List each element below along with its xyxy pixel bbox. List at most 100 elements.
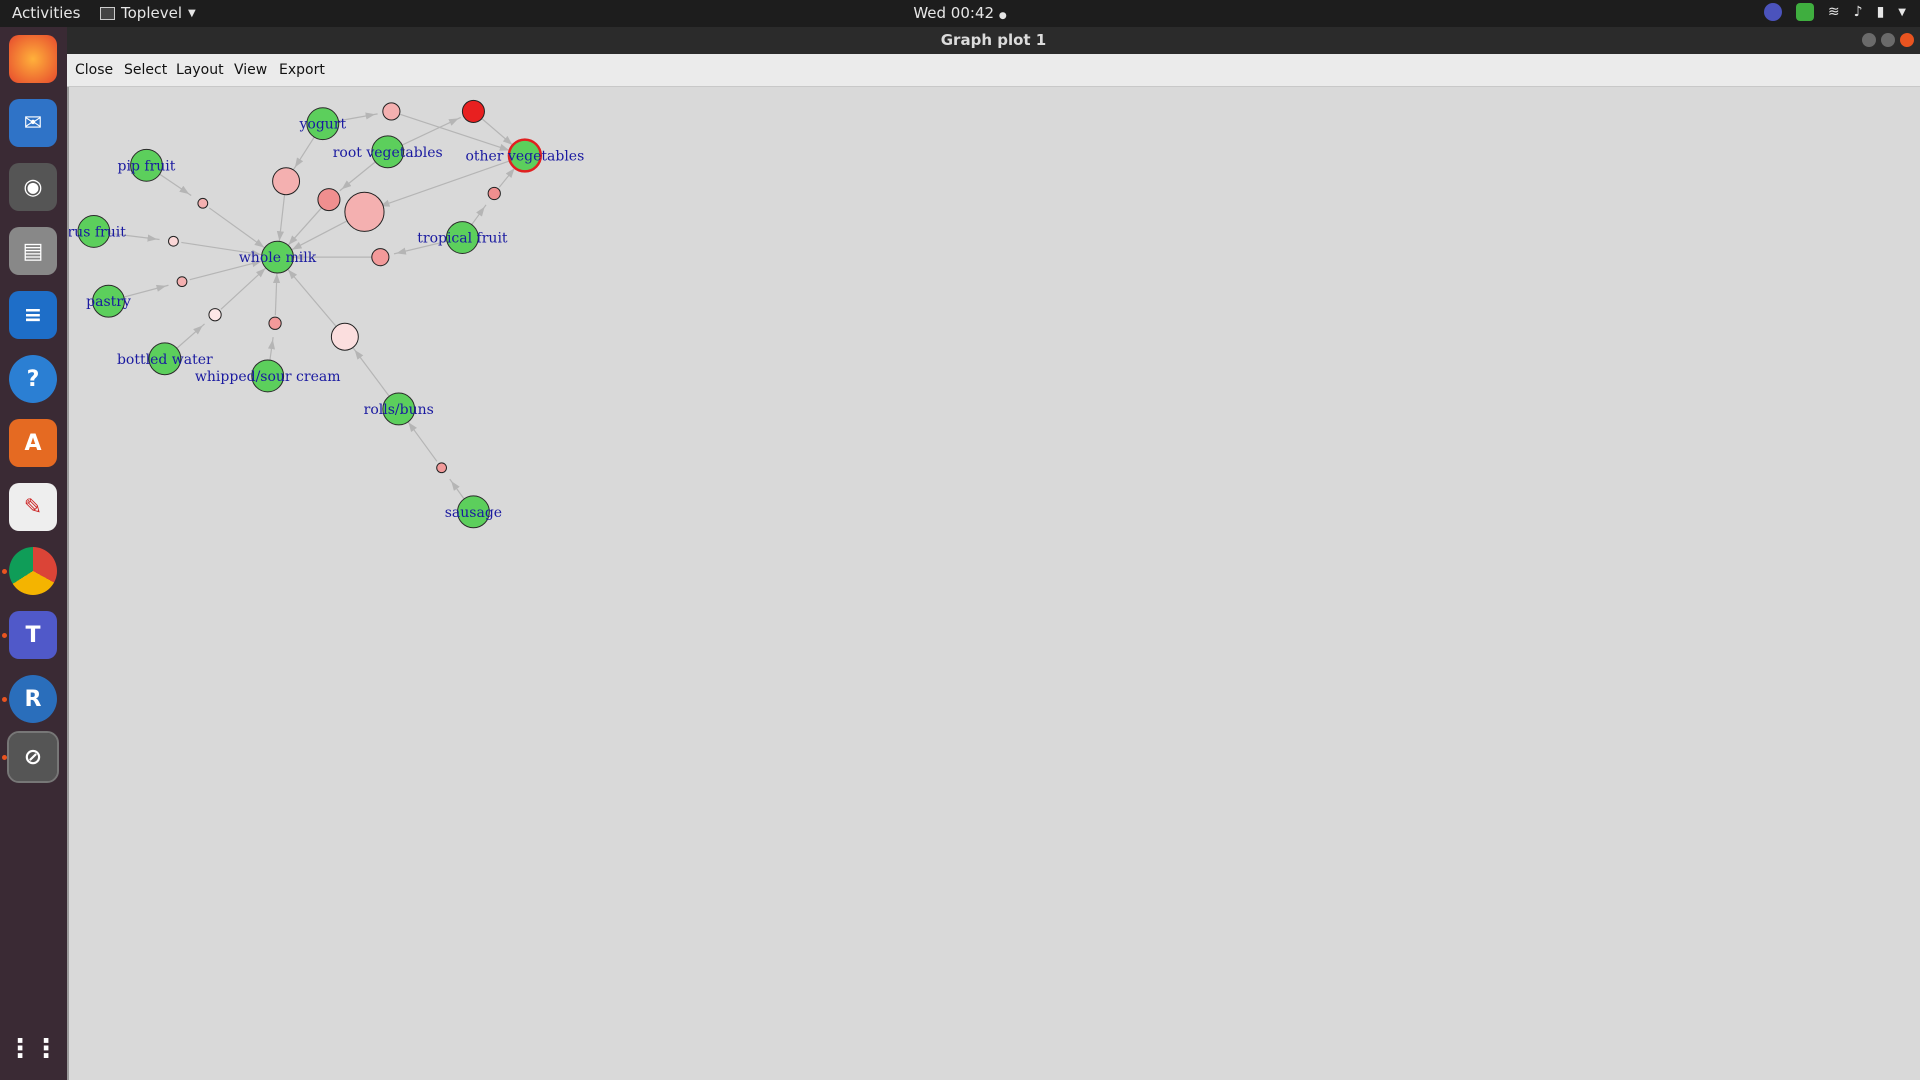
item-node[interactable] [445,221,479,254]
rule-node[interactable] [208,308,222,322]
graph-edge[interactable] [272,271,281,316]
help-icon[interactable]: ? [9,355,57,403]
item-label[interactable]: rolls/buns [364,402,434,418]
graph-edge[interactable] [393,238,455,255]
item-label[interactable]: sausage [445,505,502,521]
volume-icon[interactable]: ♪ [1853,4,1863,20]
graph-plot[interactable]: yogurt root vegetables other vegetables pip… [69,87,1920,1080]
graph-edge[interactable] [498,166,517,188]
item-node[interactable] [382,392,416,426]
running-indicator [2,755,7,760]
chevron-down-icon[interactable]: ▼ [1898,6,1906,18]
document-viewer-icon[interactable]: ✎ [9,483,57,531]
graph-edge[interactable] [189,260,265,281]
graph-edge[interactable] [116,284,169,300]
item-node[interactable] [77,215,111,248]
item-label[interactable]: yogurt [298,117,346,133]
graph-edge[interactable] [208,207,267,250]
close-window-button[interactable] [1900,33,1914,47]
rhythmbox-icon[interactable]: ◉ [9,163,57,211]
chrome-icon[interactable] [9,547,57,595]
menu-bar: Close Select Layout View Export [67,54,1920,87]
top-bar: Activities Toplevel ▼ Wed 00:42 ● ≋ ♪ ▮ … [0,0,1920,27]
item-label[interactable]: tropical fruit [417,231,508,247]
item-node[interactable] [507,138,543,173]
item-label[interactable]: bottled water [117,352,213,368]
graph-edge[interactable] [479,116,515,147]
rule-node[interactable] [371,248,390,267]
chevron-down-icon: ▼ [187,7,196,19]
item-node[interactable] [148,342,182,376]
files-icon[interactable]: ▤ [9,227,57,275]
graph-window-icon[interactable]: ⊘ [7,731,59,783]
menu-close[interactable]: Close [75,62,114,78]
item-label[interactable]: whipped/sour cream [195,369,341,385]
activities-button[interactable]: Activities [12,4,81,22]
graph-edge[interactable] [339,156,382,192]
rule-node[interactable] [461,99,485,123]
graph-edge[interactable] [352,347,395,403]
clock[interactable]: Wed 00:42 [913,4,995,22]
item-label[interactable]: root vegetables [333,145,443,161]
rule-node[interactable] [197,197,209,209]
battery-icon[interactable]: ▮ [1876,4,1885,20]
menu-view[interactable]: View [234,62,268,78]
minimize-button[interactable] [1862,33,1876,47]
menu-export[interactable]: Export [279,62,325,78]
r-icon[interactable]: R [9,675,57,723]
app-menu[interactable]: Toplevel ▼ [100,4,196,22]
graph-edge[interactable] [276,189,286,244]
graph-edge[interactable] [406,419,438,462]
item-label[interactable]: other vegetables [465,149,584,165]
item-node[interactable] [371,135,405,169]
item-node[interactable] [457,495,490,529]
maximize-button[interactable] [1881,33,1895,47]
graph-edge[interactable] [398,113,512,152]
rule-node[interactable] [168,235,179,247]
rule-node[interactable] [330,322,359,351]
app-grid-icon[interactable]: ⋮⋮ [7,1034,59,1064]
graph-edge[interactable] [394,116,462,149]
graph-edge[interactable] [289,215,358,252]
wifi-icon[interactable]: ≋ [1827,4,1840,20]
menu-select[interactable]: Select [124,62,168,78]
item-label[interactable]: pastry [86,294,131,310]
window-titlebar: Graph plot 1 [67,27,1920,54]
graph-edge[interactable] [286,267,341,332]
rule-node[interactable] [268,316,282,330]
menu-layout[interactable]: Layout [176,62,224,78]
graph-canvas[interactable]: yogurt root vegetables other vegetables pip… [67,87,1920,1080]
item-node[interactable] [306,107,340,141]
graph-edge[interactable] [377,157,518,208]
software-icon[interactable]: A [9,419,57,467]
writer-icon[interactable]: ≡ [9,291,57,339]
graph-edge[interactable] [286,205,325,248]
teams-tray-icon[interactable] [1763,3,1782,21]
thunderbird-icon[interactable]: ✉ [9,99,57,147]
item-node[interactable] [261,240,294,274]
check-tray-icon[interactable] [1795,3,1814,21]
rule-node[interactable] [317,188,341,212]
teams-icon[interactable]: T [9,611,57,659]
item-node[interactable] [251,359,285,393]
system-tray: ≋ ♪ ▮ ▼ [1763,3,1906,21]
graph-edge[interactable] [101,231,160,242]
rule-node[interactable] [436,462,447,474]
rule-node[interactable] [344,191,385,232]
rule-node[interactable] [272,167,301,196]
dock: ✉ ◉ ▤ ≡ ? A ✎ T R ⊘ ⋮⋮ [0,27,67,1080]
running-indicator [2,697,7,702]
item-node[interactable] [92,284,125,318]
item-label[interactable]: pip fruit [118,158,176,174]
running-indicator [2,569,7,574]
item-label[interactable]: whole milk [239,250,317,266]
item-node[interactable] [130,148,163,182]
rule-node[interactable] [176,276,188,288]
window-icon [100,6,115,20]
graph-edge[interactable] [220,266,268,310]
rule-node[interactable] [487,186,501,201]
firefox-icon[interactable] [9,35,57,83]
graph-edge[interactable] [181,241,264,257]
rule-node[interactable] [382,102,401,121]
